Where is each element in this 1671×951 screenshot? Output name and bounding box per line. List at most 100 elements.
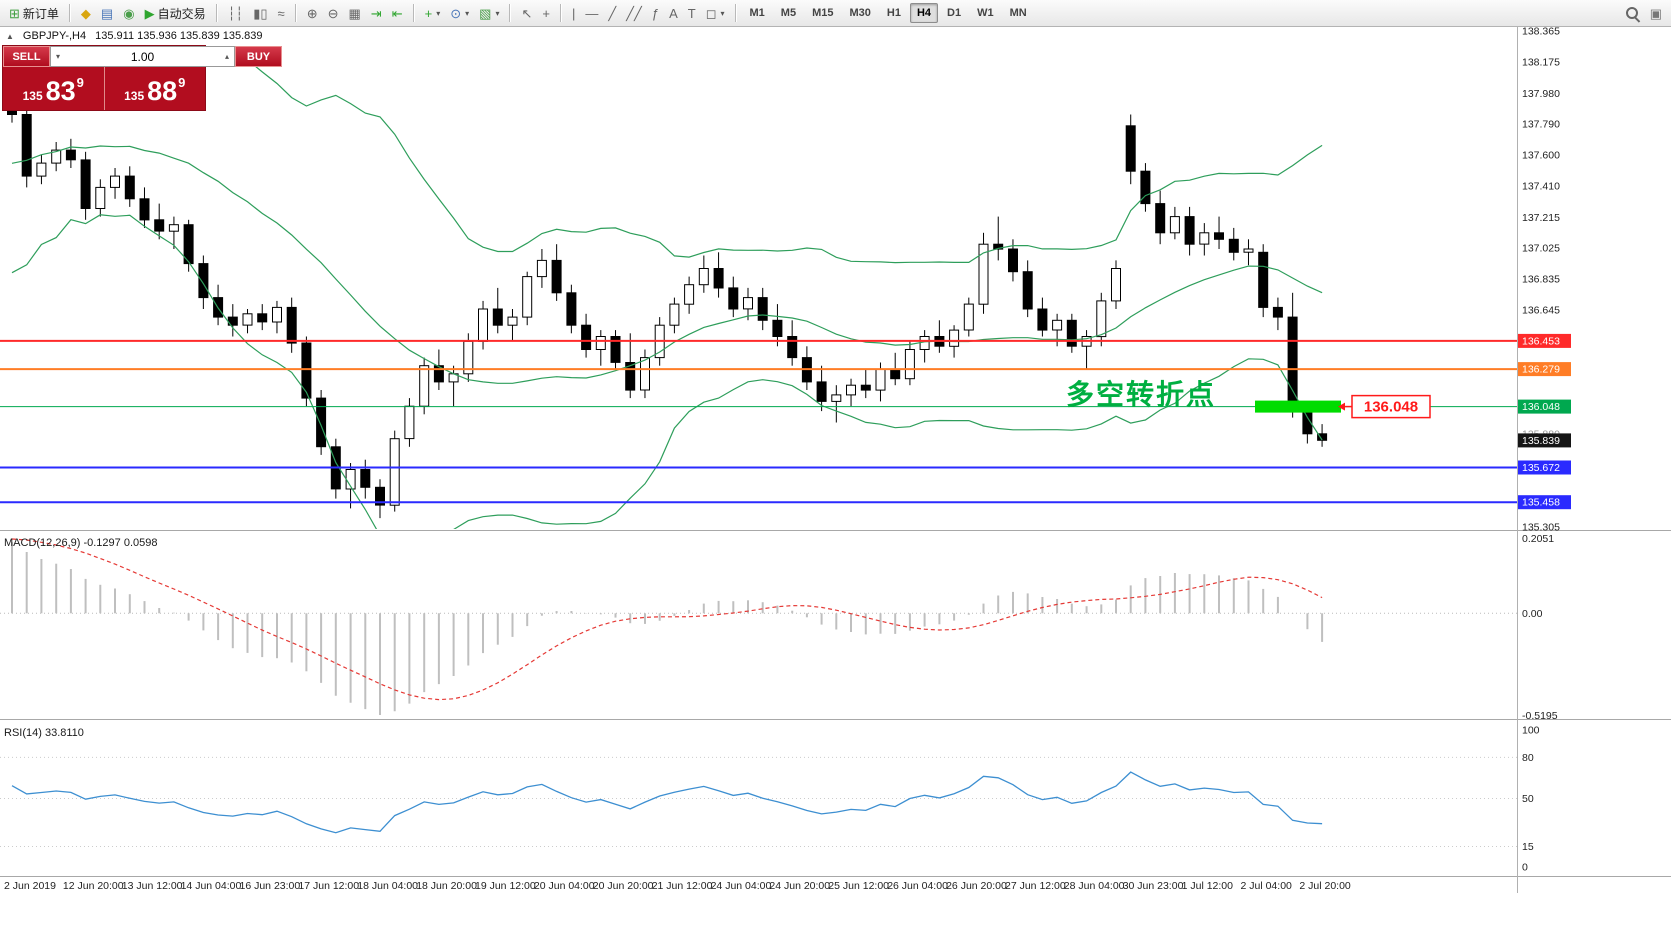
text-button[interactable]: A	[664, 2, 683, 24]
timeframe-button-h1[interactable]: H1	[880, 3, 908, 23]
channel-icon: ╱╱	[626, 5, 642, 21]
rsi-scale-label: 100	[1522, 725, 1540, 737]
candle-body	[1022, 271, 1033, 310]
rsi-indicator-label: RSI(14) 33.8110	[4, 727, 84, 739]
periods-button[interactable]: ⊙ ▾	[445, 2, 474, 24]
bar-chart-button[interactable]: ┆┆	[223, 2, 249, 24]
crosshair-button[interactable]: +	[537, 2, 555, 24]
timeframe-button-w1[interactable]: W1	[970, 3, 1001, 23]
line-chart-icon: ≈	[277, 5, 285, 21]
search-button[interactable]	[1620, 2, 1645, 24]
auto-trading-button[interactable]: ▶ 自动交易	[140, 2, 211, 24]
candle-body	[713, 268, 724, 289]
rsi-panel[interactable]	[0, 721, 1518, 876]
new-chart-button[interactable]: + ▾	[420, 2, 446, 24]
price-tick-label: 138.365	[1522, 27, 1560, 38]
timeframe-button-d1[interactable]: D1	[940, 3, 968, 23]
price-scale[interactable]	[1518, 27, 1671, 877]
chart-window: 多空转折点 136.048 0.2051 0.00 -0.5195 100 80 50 15 0 1…	[0, 27, 1671, 951]
sell-button[interactable]: SELL	[3, 46, 50, 67]
toolbar-group: | — ╱ ╱╱ ƒ A T ◻ ▾	[567, 0, 730, 26]
line-chart-button[interactable]: ≈	[273, 2, 290, 24]
candle-body	[1228, 238, 1239, 253]
navigator-button[interactable]: ◉	[118, 2, 139, 24]
candle-body	[566, 292, 577, 326]
timeframe-button-m5[interactable]: M5	[774, 3, 803, 23]
channel-button[interactable]: ╱╱	[621, 2, 647, 24]
candle-body	[860, 384, 871, 391]
turning-point-text[interactable]: 多空转折点	[1066, 378, 1216, 410]
indicators-button[interactable]: ▧ ▾	[474, 2, 504, 24]
candle-body	[1066, 319, 1077, 347]
time-axis-label: 2 Jul 04:00	[1241, 880, 1293, 892]
price-tag	[1518, 399, 1571, 414]
new-order-button[interactable]: ⊞ 新订单	[4, 2, 64, 24]
price-tag-label: 136.279	[1522, 364, 1560, 376]
metaquotes-button[interactable]: ◆	[76, 2, 96, 24]
chart-windows-button[interactable]: ▣	[1645, 2, 1667, 24]
volume-decrease-button[interactable]: ▾	[55, 52, 60, 61]
sell-price[interactable]: 135 83 9	[3, 67, 104, 110]
trendline-button[interactable]: ╱	[603, 2, 621, 24]
bollinger-lower-band	[11, 214, 1323, 529]
timeframe-button-m15[interactable]: M15	[805, 3, 840, 23]
price-tag	[1518, 495, 1571, 510]
data-window-button[interactable]: ▤	[96, 2, 118, 24]
chart-windows-icon: ▣	[1649, 5, 1662, 21]
volume-increase-button[interactable]: ▴	[224, 52, 229, 61]
cursor-button[interactable]: ↖	[516, 2, 537, 24]
main-chart-panel[interactable]	[0, 27, 1518, 531]
toolbar-group: ↖ +	[516, 0, 555, 26]
timeframe-button-m1[interactable]: M1	[743, 3, 772, 23]
turning-point-highlight[interactable]	[1255, 400, 1341, 413]
buy-price-big: 88	[147, 76, 178, 107]
candle-body	[684, 284, 695, 305]
candle-body	[257, 313, 268, 323]
horizontal-line-button[interactable]: —	[580, 2, 603, 24]
zoom-in-button[interactable]: ⊕	[302, 2, 323, 24]
toolbar-group: ◆ ▤ ◉ ▶ 自动交易	[76, 0, 211, 26]
macd-panel[interactable]	[0, 532, 1518, 719]
timeframe-button-mn[interactable]: MN	[1003, 3, 1034, 23]
price-tick-label: 137.410	[1522, 180, 1560, 192]
price-tick-label: 135.305	[1522, 522, 1560, 534]
buy-button[interactable]: BUY	[235, 46, 282, 67]
shapes-button[interactable]: ◻ ▾	[701, 2, 730, 24]
zoom-out-button[interactable]: ⊖	[323, 2, 344, 24]
candlestick-chart-button[interactable]: ▮▯	[248, 2, 272, 24]
chart-area[interactable]: 多空转折点 136.0480.20510.00-0.519510080501501…	[0, 27, 1671, 951]
rsi-indicator: 100 80 50 15 0	[0, 725, 1540, 874]
price-tag-label: 135.672	[1522, 462, 1560, 474]
candle-body	[272, 306, 282, 323]
price-divider	[103, 67, 105, 110]
volume-input[interactable]	[65, 49, 220, 64]
tile-windows-button[interactable]: ▦	[344, 2, 366, 24]
candle-body	[581, 324, 592, 351]
candle-body	[551, 259, 562, 294]
fibonacci-icon: ƒ	[651, 5, 660, 21]
macd-indicator-label: MACD(12,26,9) -0.1297 0.0598	[4, 537, 158, 549]
candle-body	[433, 365, 444, 383]
timeframe-group: M1 M5 M15 M30 H1 H4 D1 W1 MN	[742, 0, 1035, 26]
vertical-line-button[interactable]: |	[567, 2, 580, 24]
chart-shift-button[interactable]: ⇤	[387, 2, 408, 24]
candle-body	[522, 276, 533, 318]
collapse-icon[interactable]: ▲	[6, 31, 14, 41]
candle-body	[110, 175, 120, 188]
label-button[interactable]: T	[683, 2, 701, 24]
price-tag	[1518, 460, 1571, 475]
metaquotes-icon: ◆	[80, 5, 91, 21]
price-tick-label: 137.215	[1522, 212, 1560, 224]
candle-body	[890, 368, 901, 380]
time-axis-label: 26 Jun 04:00	[887, 880, 948, 892]
time-axis[interactable]	[0, 876, 1671, 899]
timeframe-button-h4[interactable]: H4	[909, 3, 938, 23]
timeframe-button-m30[interactable]: M30	[842, 3, 877, 23]
auto-scroll-button[interactable]: ⇥	[366, 2, 387, 24]
price-callout-box[interactable]	[1351, 394, 1431, 419]
ohlc-values: 135.911 135.936 135.839 135.839	[95, 30, 263, 42]
buy-price[interactable]: 135 88 9	[105, 67, 206, 110]
candle-body	[1317, 433, 1328, 441]
fibonacci-button[interactable]: ƒ	[647, 2, 664, 24]
rsi-line	[11, 771, 1323, 834]
